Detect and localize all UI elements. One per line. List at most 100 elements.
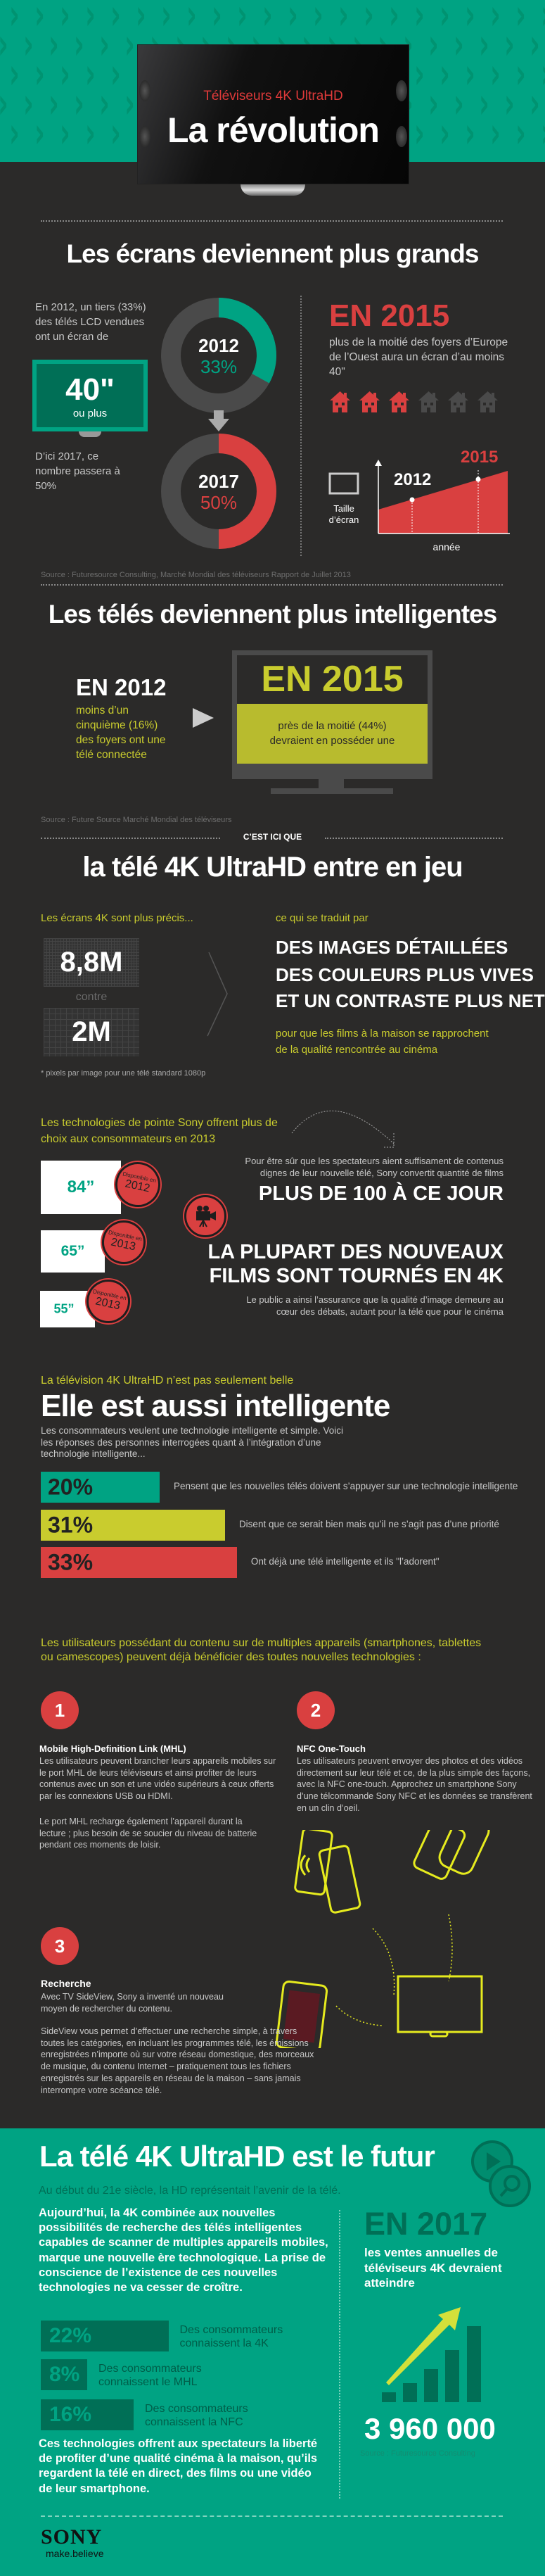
result-line: DES COULEURS PLUS VIVES	[276, 964, 534, 985]
connection-line	[335, 2005, 383, 2026]
chevron-pattern-icon: ›	[489, 108, 501, 158]
section-subtitle: Au début du 21e siècle, la HD représenta…	[39, 2185, 341, 2197]
chevron-pattern-icon: ›	[413, 49, 425, 99]
connection-line	[372, 1928, 395, 1996]
survey-bar-value: 20%	[48, 1474, 94, 1500]
kicker: C’EST ICI QUE	[243, 832, 302, 842]
chevron-pattern-icon: ›	[464, 49, 475, 99]
chevron-pattern-icon: ›	[84, 0, 96, 39]
result-line: DES IMAGES DÉTAILLÉES	[276, 937, 508, 958]
hero-title: La révolution	[167, 111, 380, 150]
result-outro: pour que les films à la maison se rappro…	[276, 1028, 489, 1056]
availability-badge: Disponible en 2013	[98, 1216, 150, 1268]
house-icon	[359, 391, 380, 417]
chevron-pattern-icon: ›	[23, 20, 34, 69]
chevron-pattern-icon: ›	[34, 0, 45, 39]
feature-text: Les utilisateurs peuvent envoyer des pho…	[297, 1756, 532, 1813]
shot-text: Le public a ainsi l’assurance que la qua…	[246, 1294, 504, 1317]
divider	[41, 584, 503, 586]
source-text: Source : Future Source Marché Mondial de…	[41, 816, 232, 824]
tv-size: 40"	[65, 372, 115, 407]
tv-outline-icon	[397, 1975, 483, 2033]
chevron-pattern-icon: ›	[515, 108, 526, 158]
pixels-4k: 8,8M	[44, 938, 139, 987]
awareness-bar-value: 22%	[49, 2324, 92, 2347]
house-icon	[418, 391, 440, 417]
chevron-pattern-icon: ›	[413, 108, 425, 158]
chevron-pattern-icon: ›	[529, 20, 540, 69]
closing-paragraph: Ces technologies offrent aux spectateurs…	[39, 2437, 318, 2495]
section-title: la télé 4K UltraHD entre en jeu	[82, 852, 463, 883]
chart-area	[378, 471, 508, 533]
tv-size: 84”	[67, 1177, 95, 1197]
chevron-pattern-icon: ›	[160, 0, 172, 39]
section-title: Les télés deviennent plus intelligentes	[48, 600, 497, 629]
source-text: Source : Futuresource Consulting	[360, 2449, 475, 2458]
house-icon	[329, 391, 351, 417]
sony-intro: Les technologies de pointe Sony offrent …	[41, 1117, 278, 1145]
result-line: ET UN CONTRASTE PLUS NET	[276, 990, 545, 1011]
point-2012	[409, 497, 415, 503]
growth-bar	[467, 2326, 481, 2402]
source-text: Source : Futuresource Consulting, Marché…	[41, 571, 351, 579]
chevron-pattern-icon: ›	[312, 0, 323, 39]
play-search-icons	[471, 2140, 531, 2207]
chevron-pattern-icon: ›	[439, 49, 450, 99]
en-2017-title: EN 2017	[364, 2206, 488, 2242]
sales-growth-icon	[382, 2307, 481, 2402]
tv-stand	[241, 184, 305, 196]
chevron-pattern-icon: ›	[515, 49, 526, 99]
tv-40-icon: 40" ou plus	[32, 360, 148, 431]
donut-2012-year: 2012	[198, 335, 239, 356]
awareness-bar-label: Des consommateurs connaissent le MHL	[98, 2363, 202, 2388]
devices-intro: Les utilisateurs possédant du contenu su…	[41, 1637, 482, 1663]
arrow-down-icon	[208, 410, 229, 431]
chevron-pattern-icon: ›	[110, 0, 121, 39]
chevron-pattern-icon: ›	[541, 0, 545, 39]
divider	[325, 838, 503, 839]
donut-charts: 2012 33% 2017 50%	[161, 298, 276, 549]
shot-in-4k: LA PLUPART DES NOUVEAUX FILMS SONT TOURN…	[207, 1241, 504, 1287]
awareness-bar: 22%	[41, 2321, 169, 2351]
films-text: Pour être sûr que les spectateurs aient …	[245, 1156, 504, 1178]
en-2015-title: EN 2015	[329, 298, 450, 333]
arrow-right-icon	[193, 708, 214, 728]
divider	[41, 2515, 503, 2517]
chevron-pattern-icon: ›	[59, 108, 70, 158]
survey-bar: 31%	[41, 1510, 225, 1541]
sales-value: 3 960 000	[364, 2412, 496, 2445]
survey-bar-value: 33%	[48, 1549, 94, 1575]
chevron-pattern-icon: ›	[439, 108, 450, 158]
tv-size-sub: ou plus	[72, 408, 108, 419]
divider-vertical	[300, 296, 302, 556]
chevron-pattern-icon: ›	[504, 79, 515, 128]
screen-size-chart: 2012 2015 année	[328, 450, 510, 553]
tv-stand	[79, 431, 101, 437]
hero-tv-image: Téléviseurs 4K UltraHD La révolution	[137, 44, 409, 184]
chevron-pattern-icon: ›	[84, 108, 96, 158]
awareness-bar-label: Des consommateurs connaissent la NFC	[145, 2403, 248, 2428]
growth-bar	[403, 2383, 417, 2402]
intro-text: En 2012, un tiers (33%) des télés LCD ve…	[35, 301, 146, 343]
speaker-icon	[396, 126, 407, 147]
en-2015-text: près de la moitié (44%) devraient en pos…	[237, 704, 428, 764]
divider-vertical	[339, 2210, 340, 2499]
dotted-arrow	[291, 1110, 395, 1148]
donut-2012-value: 33%	[200, 356, 237, 377]
chevron-pattern-icon: ›	[453, 79, 464, 128]
kicker: La télévision 4K UltraHD n’est pas seule…	[41, 1375, 294, 1387]
search-icon	[489, 2165, 531, 2207]
sony-logo: SONY	[41, 2525, 103, 2549]
en-2012-title: EN 2012	[76, 674, 167, 700]
growth-bar	[382, 2392, 396, 2402]
donut-2017-year: 2017	[198, 471, 239, 492]
survey-bar-value: 31%	[48, 1512, 94, 1538]
chevron-pattern-icon: ›	[98, 20, 110, 69]
chevron-pattern-icon: ›	[428, 79, 439, 128]
chevron-pattern-icon: ›	[388, 0, 399, 39]
chevron-right-icon	[207, 952, 228, 1037]
y-axis-label: Taille d’écran	[328, 503, 359, 525]
tv-55: 55”	[40, 1291, 95, 1327]
divider	[41, 220, 503, 222]
chevron-pattern-icon: ›	[287, 0, 298, 39]
